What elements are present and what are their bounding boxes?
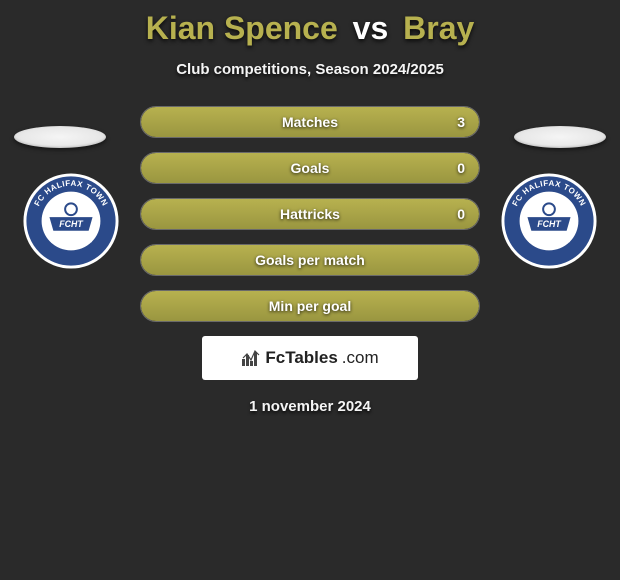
stat-label: Goals per match [255,252,365,268]
player1-name: Kian Spence [146,10,338,46]
player2-name: Bray [403,10,474,46]
brand-box[interactable]: FcTables.com [202,336,418,380]
stat-row: Matches 3 [140,106,480,138]
brand-tld: .com [342,348,379,368]
stat-label: Min per goal [269,298,351,314]
content-area: Matches 3 Goals 0 Hattricks 0 Goals per match M… [0,78,620,415]
stat-row: Min per goal [140,290,480,322]
subtitle: Club competitions, Season 2024/2025 [0,61,620,78]
stat-row: Hattricks 0 [140,198,480,230]
page-title: Kian Spence vs Bray [0,0,620,47]
stat-value: 0 [457,206,465,222]
stat-row: Goals 0 [140,152,480,184]
brand-text: FcTables.com [241,348,378,368]
stat-value: 0 [457,160,465,176]
stat-row: Goals per match [140,244,480,276]
stat-label: Matches [282,114,338,130]
chart-bars-icon [241,349,261,367]
brand-name: FcTables [265,348,337,368]
date-text: 1 november 2024 [0,398,620,415]
stats-column: Matches 3 Goals 0 Hattricks 0 Goals per match M… [140,106,480,322]
stat-value: 3 [457,114,465,130]
stat-label: Goals [291,160,330,176]
stat-label: Hattricks [280,206,340,222]
vs-text: vs [353,10,389,46]
